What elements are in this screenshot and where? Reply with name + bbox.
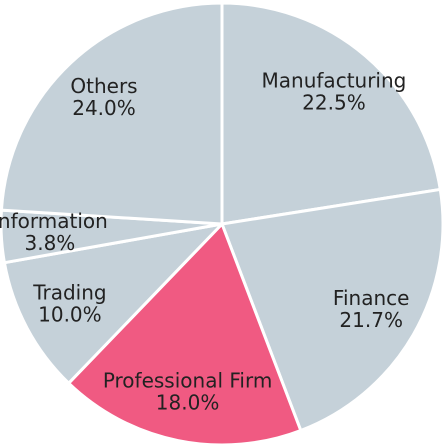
slice-value-label: 24.0% <box>72 96 136 120</box>
slice-label: Trading <box>32 281 106 305</box>
slice-label: Information <box>0 209 108 233</box>
slice-label: Manufacturing <box>262 68 407 92</box>
slice-value-label: 18.0% <box>156 390 220 414</box>
pie-slice <box>0 1 224 226</box>
pie-slice <box>66 221 303 447</box>
slice-value-label: 22.5% <box>302 90 366 114</box>
slice-value-label: 21.7% <box>339 308 403 332</box>
pie-slice <box>220 1 442 226</box>
slice-value-label: 3.8% <box>24 231 75 255</box>
slice-value-label: 10.0% <box>38 303 102 327</box>
slice-label: Others <box>70 74 137 98</box>
pie-slice <box>2 221 227 386</box>
slice-label: Professional Firm <box>103 368 273 392</box>
pie-slice <box>219 187 445 433</box>
slice-label: Finance <box>333 286 410 310</box>
